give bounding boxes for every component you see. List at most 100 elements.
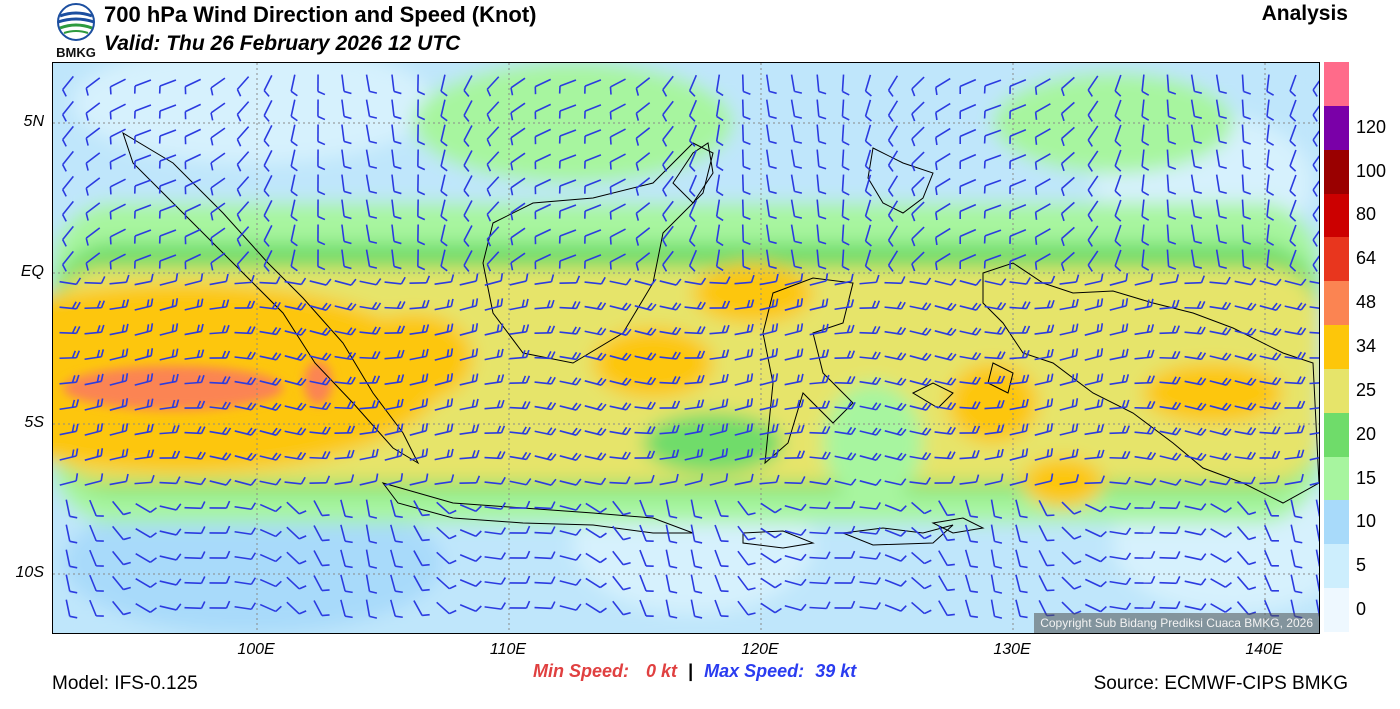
wind-barb [1289, 199, 1297, 222]
wind-barb [784, 503, 807, 512]
wind-barb [911, 76, 925, 97]
wind-barb [1109, 425, 1130, 435]
wind-barb [391, 249, 402, 270]
wind-barb [834, 324, 855, 335]
wind-map: Copyright Sub Bidang Prediksi Cuaca BMKG… [52, 62, 1320, 634]
wind-barb [1190, 99, 1202, 119]
wind-barb [159, 578, 182, 586]
wind-barb [209, 500, 231, 509]
wind-barb [1059, 348, 1079, 361]
wind-barb [688, 149, 698, 172]
wind-barb [1290, 549, 1303, 569]
wind-barb [737, 525, 756, 541]
wind-barb [534, 501, 556, 510]
wind-barb [964, 599, 978, 618]
wind-barb [887, 75, 899, 97]
wind-barb [609, 278, 632, 286]
wind-barb [934, 302, 957, 311]
wind-barb [509, 324, 530, 335]
wind-barb [1259, 302, 1282, 311]
wind-barb [635, 252, 651, 271]
wind-barb [184, 400, 206, 409]
wind-barb [834, 600, 856, 609]
wind-barb [1114, 124, 1122, 147]
wind-barb [463, 175, 473, 197]
wind-barb [1284, 278, 1307, 286]
wind-barb [409, 348, 429, 361]
wind-barb [84, 473, 104, 486]
wind-barb [634, 302, 657, 311]
wind-barb [909, 402, 932, 411]
wind-barb [1312, 250, 1319, 272]
wind-barb [463, 225, 473, 247]
wind-barb [584, 352, 607, 361]
wind-barb [1215, 124, 1227, 145]
wind-barb [834, 273, 854, 286]
wind-barb [784, 399, 805, 411]
wind-barb [1109, 502, 1132, 511]
wind-barb [286, 526, 307, 540]
wind-barb [759, 373, 779, 386]
wind-barb [609, 178, 626, 195]
wind-barb [1166, 99, 1177, 120]
wind-barb [1034, 253, 1051, 270]
wind-barb [959, 278, 982, 286]
wind-barb [391, 174, 402, 195]
wind-barb [585, 552, 607, 564]
wind-barb [384, 398, 404, 411]
wind-barb [1209, 276, 1231, 285]
wind-barb [440, 174, 448, 197]
wind-barb [484, 502, 507, 510]
wind-barb [1184, 427, 1207, 436]
wind-barb [65, 524, 78, 544]
wind-barb [84, 448, 104, 461]
wind-barb [409, 299, 430, 310]
wind-barb [1209, 477, 1232, 486]
colorbar-segment [1324, 544, 1349, 589]
colorbar-level-label: 0 [1356, 599, 1367, 620]
wind-barb [290, 99, 298, 122]
wind-barb [911, 126, 925, 147]
wind-barb [1309, 306, 1319, 310]
wind-barb [684, 301, 706, 310]
wind-barb [759, 449, 780, 461]
wind-barb [1166, 249, 1177, 270]
wind-barb [959, 128, 977, 144]
wind-barb [1084, 475, 1105, 485]
wind-barb [1060, 151, 1075, 172]
wind-barb [784, 578, 807, 587]
wind-barb [1109, 450, 1131, 460]
wind-barb [1114, 149, 1122, 172]
wind-barb [1159, 551, 1181, 560]
wind-barb [709, 300, 731, 309]
wind-barb [990, 599, 1003, 619]
wind-barb [809, 349, 830, 361]
wind-barb [1114, 99, 1122, 122]
wind-barb [440, 124, 448, 147]
wind-barb [1290, 524, 1303, 544]
wind-barb [834, 500, 856, 509]
wind-barb [884, 301, 906, 310]
wind-barb [184, 253, 202, 270]
wind-barb [558, 229, 577, 244]
wind-barb [111, 575, 131, 591]
wind-barb [959, 425, 981, 434]
wind-barb [558, 79, 577, 94]
wind-barb [1009, 129, 1027, 144]
wind-barb [534, 178, 552, 195]
wind-barb [158, 204, 177, 219]
wind-barb [340, 524, 353, 544]
wind-barb [234, 577, 257, 586]
wind-barb [384, 448, 404, 461]
wind-barb [809, 323, 829, 336]
wind-barb [1284, 351, 1307, 360]
wind-barb [534, 203, 552, 220]
wind-barb [809, 374, 830, 385]
wind-barb [1009, 204, 1027, 219]
wind-barb [609, 253, 626, 270]
wind-barb [1084, 398, 1104, 411]
wind-barb [1134, 575, 1156, 584]
wind-barb [1266, 124, 1275, 146]
wind-barb [884, 452, 907, 461]
wind-barb [859, 602, 881, 610]
